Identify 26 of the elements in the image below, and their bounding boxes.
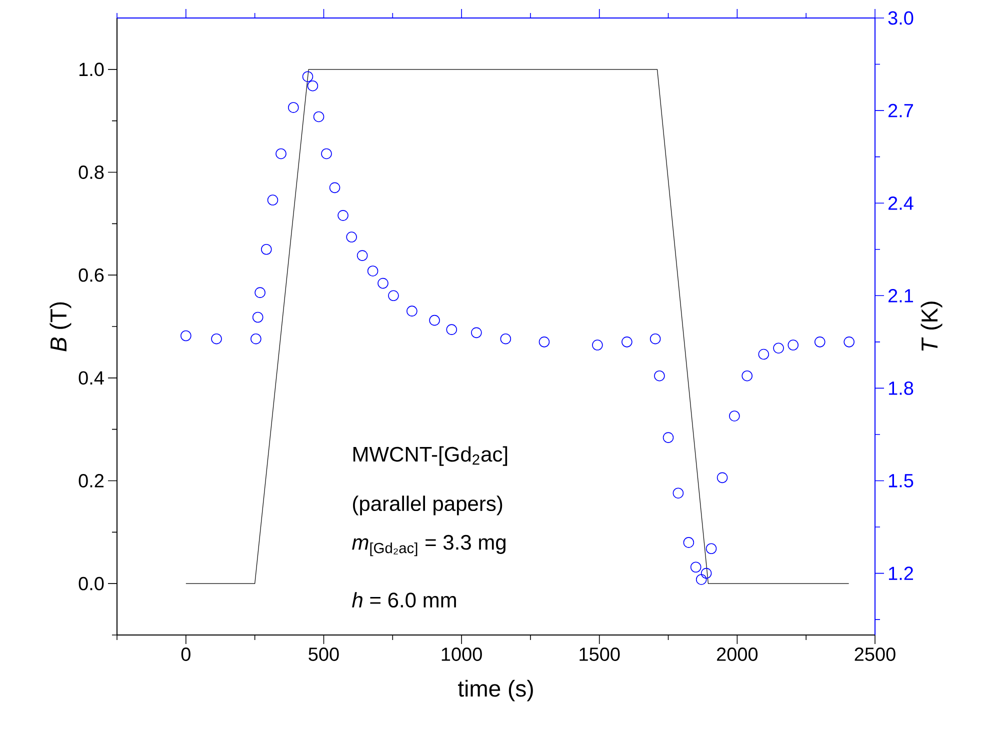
y2-tick-label: 1.5 [888,474,914,488]
y2-tick-label: 1.8 [888,381,914,395]
y-tick-label: 0.0 [78,576,104,590]
y-tick-label: 0.8 [78,166,104,179]
y-tick-label: 1.0 [80,62,104,76]
annotation: MWCNT-[Gd$_{2}$ac] [353,446,508,466]
annotation: m$_{[Gd₂ac]}$ = 3.3 mg [352,534,506,556]
y2-tick-label: 2.7 [888,104,913,118]
y2-axis-title: T (K) [920,302,942,351]
x-tick-label: 1000 [442,648,482,661]
y-tick-label: 0.4 [78,371,104,385]
y-tick-label: 0.2 [78,474,104,488]
y-tick-label: 0.6 [78,268,104,282]
x-tick-label: 500 [308,648,339,661]
annotation: h = 6.0 mm [352,592,456,608]
y2-tick-label: 1.2 [888,566,913,580]
x-axis-title: time (s) [458,680,533,702]
y-axis-title: B (T) [50,302,72,352]
x-tick-label: 1500 [580,648,620,661]
y2-tick-label: 2.4 [888,196,914,210]
y2-tick-label: 2.1 [888,289,914,302]
x-tick-label: 2000 [717,648,758,661]
x-tick-label: 0 [181,648,190,661]
annotation: (parallel papers) [353,496,502,516]
x-tick-label: 2500 [854,648,896,661]
y2-tick-label: 3.0 [888,11,914,25]
